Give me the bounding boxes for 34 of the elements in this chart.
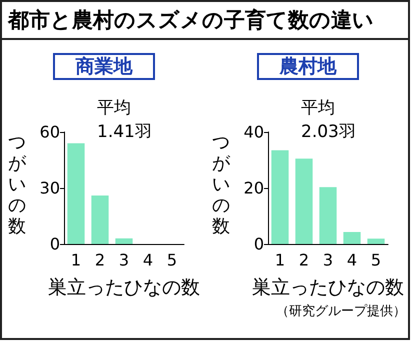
bar (67, 143, 85, 244)
y-tick-label: 30 (40, 178, 60, 198)
y-tick-label: 0 (50, 234, 60, 254)
chart-title: 都市と農村のスズメの子育て数の違い (2, 2, 408, 40)
x-tick-label: 3 (118, 250, 130, 270)
x-tick-label: 4 (346, 250, 358, 270)
x-tick-label: 4 (142, 250, 154, 270)
x-tick-label: 1 (274, 250, 286, 270)
chart-subtitle: 商業地 (74, 56, 134, 78)
bar (319, 187, 337, 244)
bar (367, 238, 385, 244)
x-tick-label: 3 (322, 250, 334, 270)
bar (343, 232, 361, 244)
y-tick-label: 0 (254, 234, 264, 254)
y-axis-title: つがいの数 (212, 132, 231, 237)
bar (91, 195, 109, 244)
y-tick-label: 20 (244, 178, 264, 198)
y-axis-title: つがいの数 (8, 132, 27, 237)
x-tick-label: 5 (166, 250, 178, 270)
x-tick-label: 2 (298, 250, 310, 270)
x-tick-label: 1 (70, 250, 82, 270)
bar (295, 158, 313, 244)
bar (115, 238, 133, 244)
x-axis-title: 巣立ったひなの数 (252, 276, 404, 298)
y-tick-label: 60 (40, 122, 60, 142)
x-tick-label: 5 (370, 250, 382, 270)
y-tick-label: 40 (244, 122, 264, 142)
bar (271, 150, 289, 244)
chart-subtitle: 農村地 (278, 56, 338, 78)
x-tick-label: 2 (94, 250, 106, 270)
text: （研究グループ提供） (276, 303, 406, 320)
annotation: 平均 1.41羽 (97, 98, 152, 142)
x-axis-title: 巣立ったひなの数 (48, 276, 200, 298)
annotation: 平均 2.03羽 (301, 98, 356, 142)
